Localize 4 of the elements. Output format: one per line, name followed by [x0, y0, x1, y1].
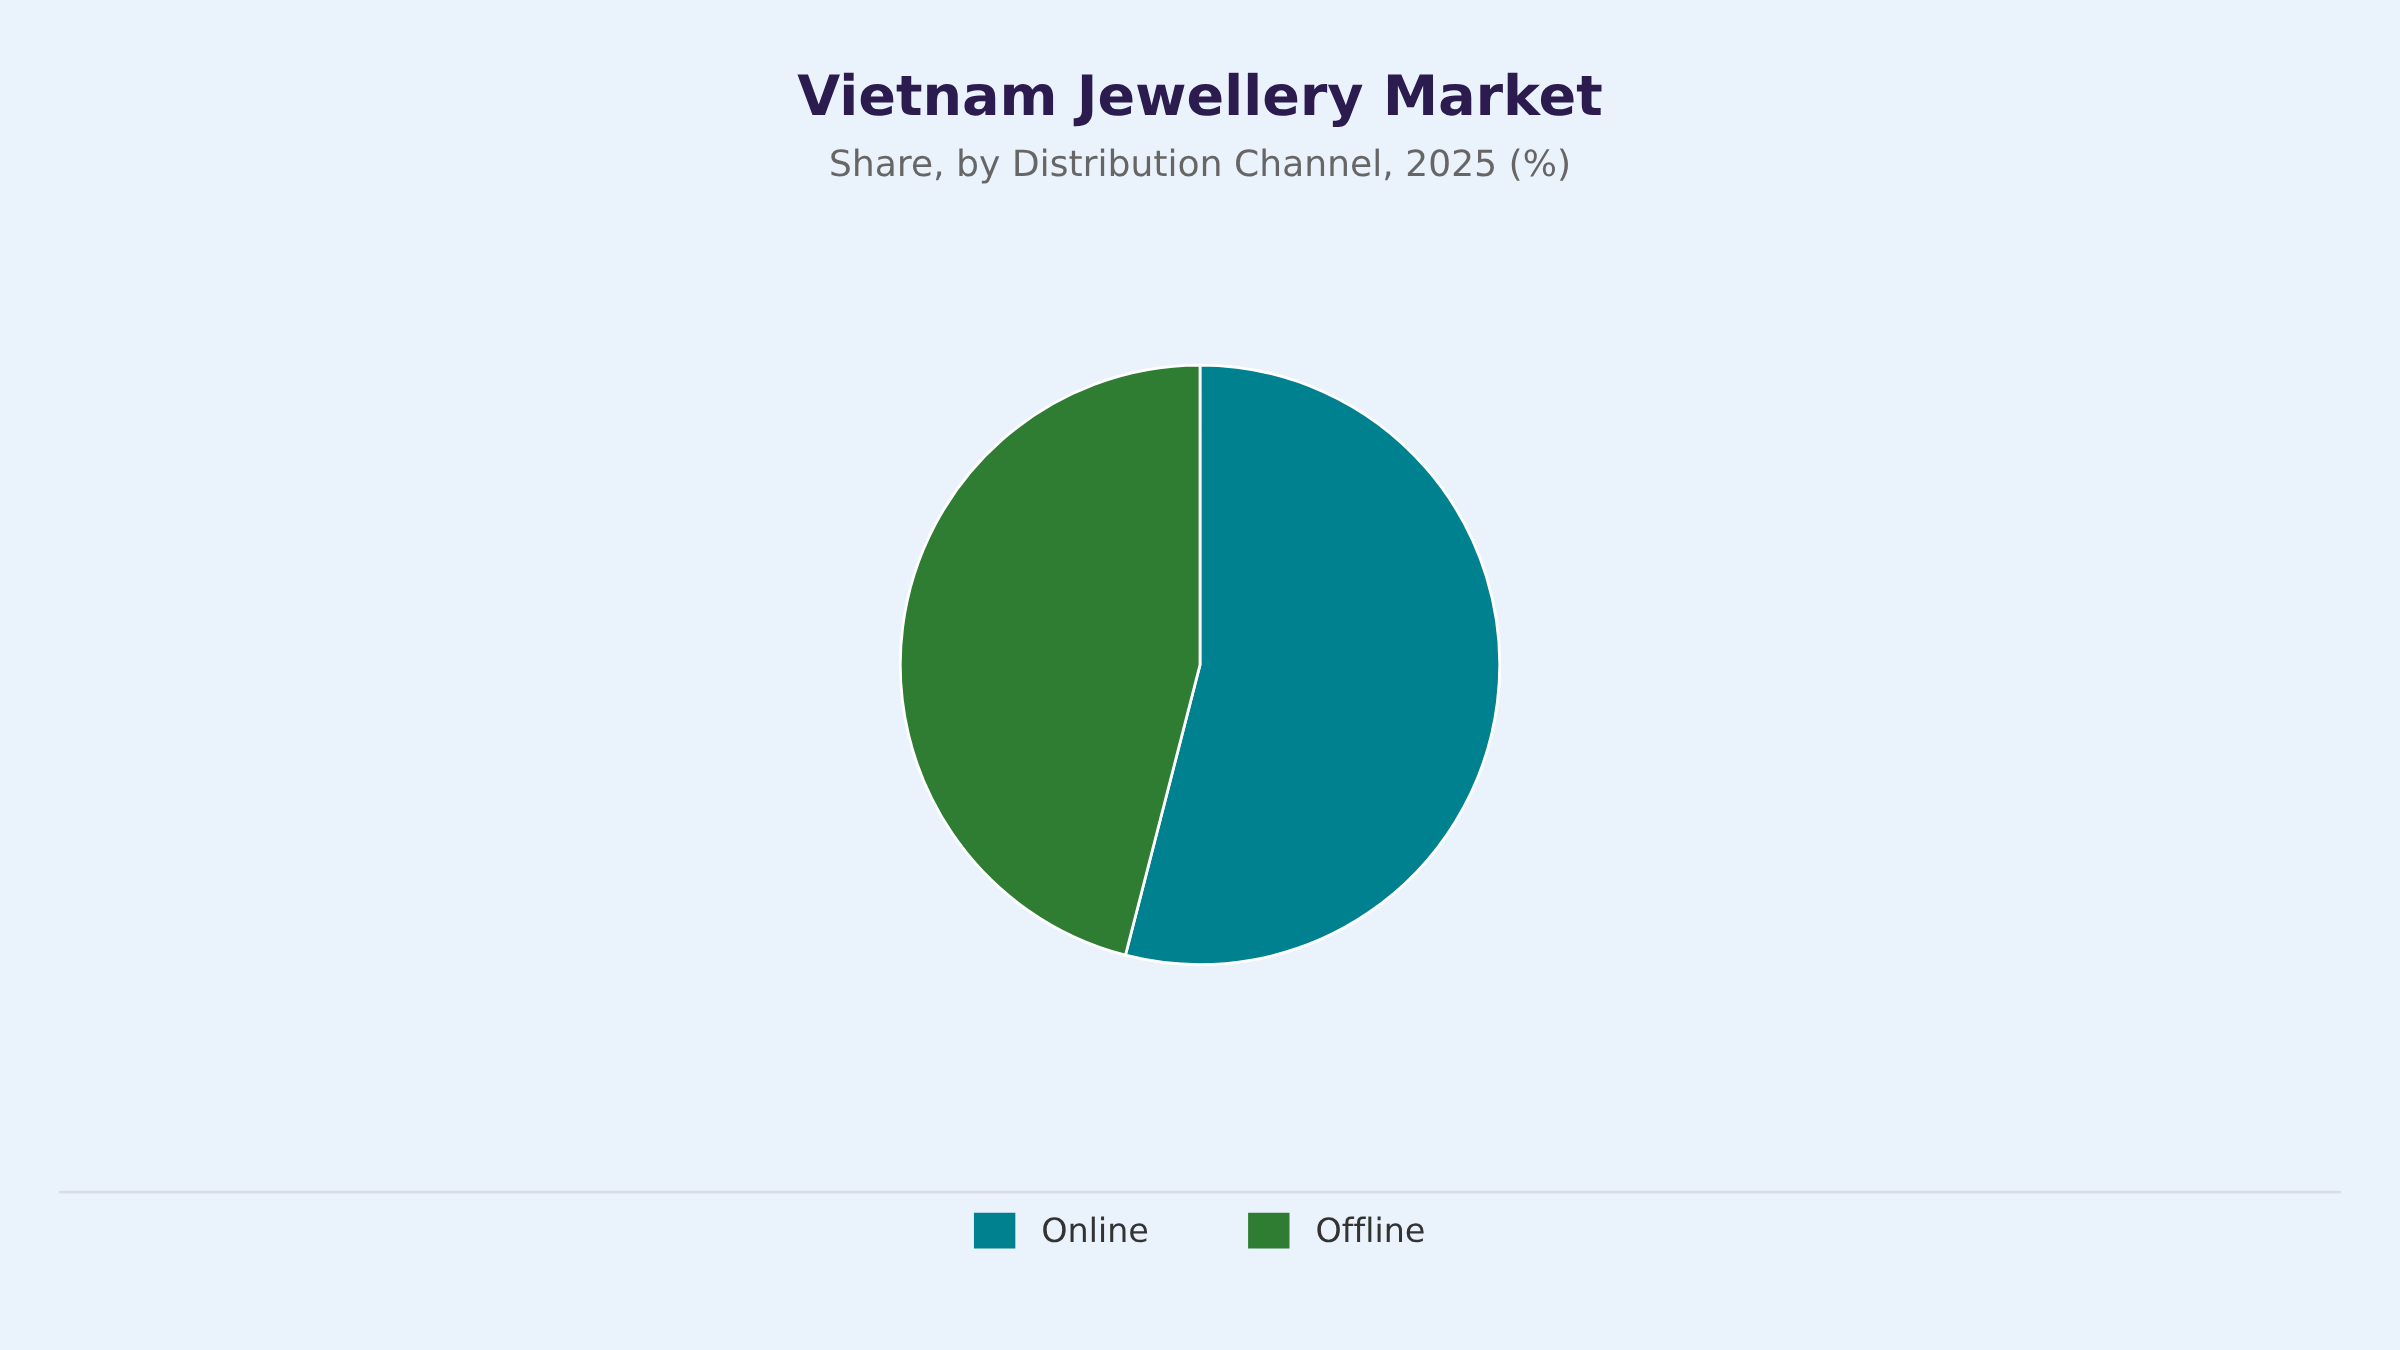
legend-label: Offline	[1317, 1216, 1424, 1243]
chart-subtitle: Share, by Distribution Channel, 2025 (%)	[831, 148, 1568, 184]
legend-label: Online	[1043, 1216, 1148, 1243]
chart-title: Vietnam Jewellery Market	[797, 72, 1602, 127]
